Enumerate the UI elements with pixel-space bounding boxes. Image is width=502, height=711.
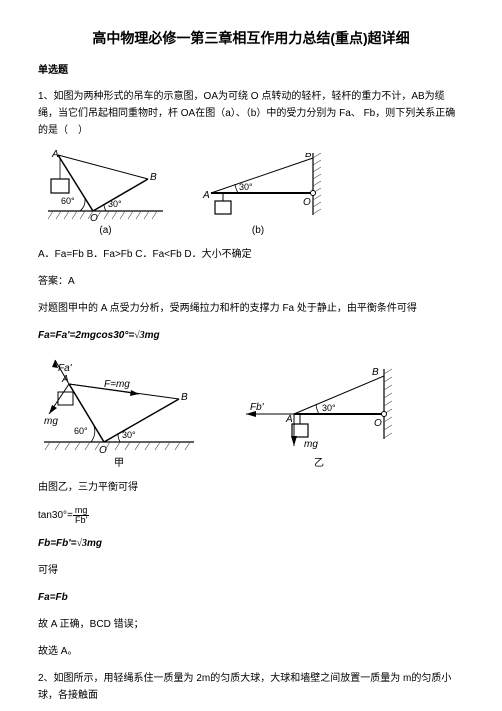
figure-jia-svg: A B O Fa' F=mg mg 60° 30° (44, 354, 194, 454)
question-1: 1、如图为两种形式的吊车的示意图，OA为可绕 O 点转动的轻杆，轻杆的重力不计，… (38, 88, 464, 139)
fig-a-label: (a) (99, 223, 111, 238)
fig-b-label: (b) (252, 223, 264, 238)
explain-3: 可得 (38, 562, 464, 579)
fig-jia-label: 甲 (114, 456, 124, 471)
explain-5: 故选 A。 (38, 643, 464, 660)
figures-row-1: A B O 60° 30° (a) A B O (48, 149, 464, 238)
equation-2: tan30°=mgFb' (38, 506, 464, 525)
eq1-sqrt: √3 (134, 330, 145, 341)
svg-text:O: O (90, 213, 98, 221)
svg-text:A: A (61, 374, 69, 385)
svg-text:F=mg: F=mg (104, 379, 130, 390)
figure-a-block: A B O 60° 30° (a) (48, 149, 163, 238)
explain-4: 故 A 正确，BCD 错误； (38, 616, 464, 633)
svg-text:O: O (303, 197, 311, 208)
svg-text:30°: 30° (239, 182, 253, 192)
question-2: 2、如图所示，用轻绳系住一质量为 2m的匀质大球，大球和墙壁之间放置一质量为 m… (38, 670, 464, 704)
figure-yi-block: A B O Fb' mg 30° 乙 (244, 364, 394, 471)
svg-text:A: A (202, 190, 210, 201)
eq1-post: mg (145, 330, 160, 341)
svg-text:Fb': Fb' (250, 402, 265, 413)
svg-text:Fa': Fa' (58, 363, 73, 374)
svg-text:A: A (51, 149, 59, 160)
page-title: 高中物理必修一第三章相互作用力总结(重点)超详细 (38, 28, 464, 49)
fig-yi-label: 乙 (314, 456, 324, 471)
svg-text:O: O (99, 445, 107, 454)
figures-row-2: A B O Fa' F=mg mg 60° 30° 甲 (44, 354, 464, 471)
explain-2: 由图乙，三力平衡可得 (38, 479, 464, 496)
figure-a-svg: A B O 60° 30° (48, 149, 163, 221)
eq2-den: Fb' (73, 516, 90, 525)
svg-text:B: B (181, 392, 188, 403)
figure-b-svg: A B O 30° (193, 153, 323, 221)
answer: 答案：A (38, 273, 464, 290)
section-label: 单选题 (38, 63, 464, 78)
equation-3: Fb=Fb'=√3mg (38, 535, 464, 552)
svg-text:B: B (150, 172, 157, 183)
figure-yi-svg: A B O Fb' mg 30° (244, 364, 394, 454)
eq3-sqrt: √3 (77, 538, 88, 549)
svg-text:B: B (305, 153, 312, 160)
svg-text:30°: 30° (122, 430, 136, 440)
eq3-post: mg (87, 538, 102, 549)
options: A．Fa=Fb B．Fa>Fb C．Fa<Fb D．大小不确定 (38, 246, 464, 263)
svg-text:60°: 60° (61, 196, 75, 206)
svg-text:O: O (374, 418, 382, 429)
eq2-frac: mgFb' (73, 506, 90, 525)
equation-4: Fa=Fb (38, 589, 464, 606)
equation-1: Fa=Fa'=2mgcos30°=√3mg (38, 327, 464, 344)
svg-text:B: B (372, 367, 379, 378)
figure-jia-block: A B O Fa' F=mg mg 60° 30° 甲 (44, 354, 194, 471)
svg-text:30°: 30° (108, 199, 122, 209)
svg-text:A: A (285, 414, 293, 425)
eq2-pre: tan30°= (38, 510, 73, 521)
svg-text:30°: 30° (322, 403, 336, 413)
svg-text:mg: mg (44, 416, 58, 427)
eq3-pre: Fb=Fb'= (38, 538, 77, 549)
svg-text:60°: 60° (74, 426, 88, 436)
figure-b-block: A B O 30° (b) (193, 153, 323, 238)
svg-text:mg: mg (304, 439, 318, 450)
eq1-pre: Fa=Fa'=2mgcos30°= (38, 330, 134, 341)
explain-1: 对题图甲中的 A 点受力分析，受两绳拉力和杆的支撑力 Fa 处于静止，由平衡条件… (38, 300, 464, 317)
